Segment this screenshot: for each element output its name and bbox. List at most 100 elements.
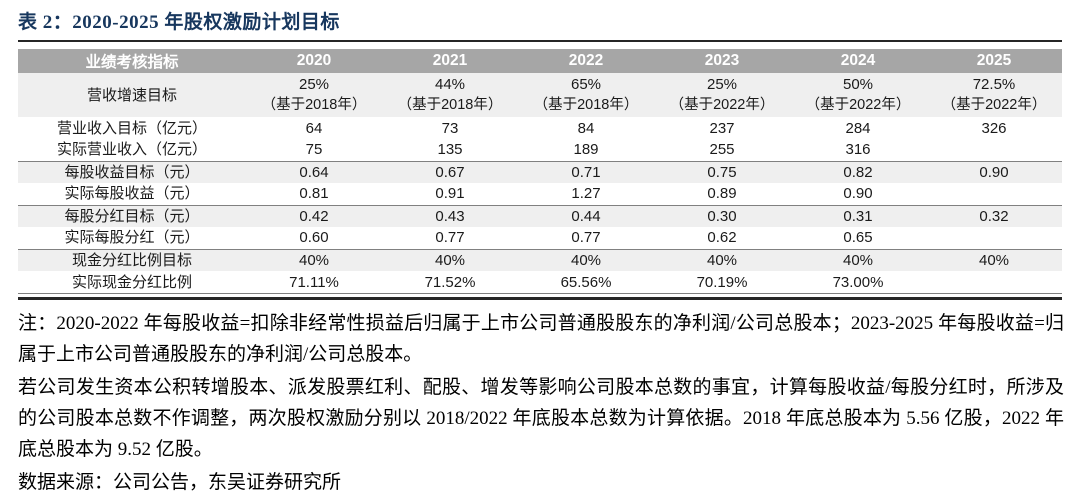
- data-cell: 84: [577, 119, 595, 137]
- data-cell: 0.89: [654, 183, 790, 206]
- row-label: 每股收益目标（元）: [64, 163, 200, 181]
- row-label: 实际每股收益（元）: [18, 183, 246, 206]
- data-cell: 70.19%: [696, 273, 748, 291]
- data-cell: 0.77: [382, 227, 518, 250]
- table-row: 现金分红比例目标 40% 40% 40% 40% 40% 40%: [18, 249, 1062, 271]
- data-cell: 75: [246, 139, 382, 162]
- table-row: 每股收益目标（元） 0.64 0.67 0.71 0.75 0.82 0.90: [18, 161, 1062, 183]
- data-cell: 73: [441, 119, 459, 137]
- data-source-line: 数据来源：公司公告，东吴证券研究所: [18, 472, 342, 493]
- data-cell: 40%: [706, 251, 738, 269]
- data-cell: 40%: [298, 251, 330, 269]
- note-paragraph-2: 若公司发生资本公积转增股本、派发股票红利、配股、增发等影响公司股本总数的事宜，计…: [18, 377, 1064, 460]
- cell-basis-note: （基于2022年）: [805, 97, 911, 113]
- row-label: 营业收入目标（亿元）: [56, 119, 207, 137]
- data-cell: 0.31: [843, 207, 873, 225]
- data-cell: 0.60: [246, 227, 382, 250]
- column-header-indicator: 业绩考核指标: [18, 49, 246, 73]
- row-label: 实际现金分红比例: [71, 273, 192, 291]
- table-notes: 注：2020-2022 年每股收益=扣除非经常性损益后归属于上市公司普通股股东的…: [18, 308, 1064, 495]
- row-label: 现金分红比例目标: [71, 251, 192, 269]
- table-bottom-rule-thin: [18, 293, 1062, 294]
- data-cell: 255: [654, 139, 790, 162]
- data-cell: 0.91: [382, 183, 518, 206]
- data-cell: 0.75: [707, 163, 737, 181]
- data-cell: 284: [845, 119, 871, 137]
- table-row: 每股分红目标（元） 0.42 0.43 0.44 0.30 0.31 0.32: [18, 205, 1062, 227]
- column-header-year-2020: 2020: [246, 49, 382, 73]
- column-header-year-2021: 2021: [382, 49, 518, 73]
- table-header-row: 业绩考核指标 2020 2021 2022 2023 2024 2025: [18, 49, 1062, 73]
- column-header-year-2023: 2023: [654, 49, 790, 73]
- data-cell: 0.30: [707, 207, 737, 225]
- cell-value: 25%: [706, 76, 738, 93]
- table-body: 营收增速目标 25% （基于2018年） 44% （基于2018年） 65% （基于2018…: [18, 73, 1062, 293]
- row-label: 实际每股分红（元）: [18, 227, 246, 250]
- data-cell: 0.82: [843, 163, 873, 181]
- cell-value: 25%: [298, 76, 330, 93]
- table-row: 实际每股收益（元） 0.81 0.91 1.27 0.89 0.90: [18, 183, 1062, 206]
- note-paragraph-1: 注：2020-2022 年每股收益=扣除非经常性损益后归属于上市公司普通股股东的…: [18, 313, 1064, 365]
- row-label: 每股分红目标（元）: [64, 207, 200, 225]
- table-bottom-rule-thick: [18, 297, 1062, 300]
- data-cell: [926, 139, 1062, 162]
- cell-value: 65%: [570, 76, 602, 93]
- column-header-year-2024: 2024: [790, 49, 926, 73]
- data-cell: 237: [709, 119, 735, 137]
- row-label: 营收增速目标: [86, 86, 177, 104]
- data-cell: 25% （基于2022年）: [654, 73, 790, 117]
- data-cell: [926, 227, 1062, 250]
- cell-basis-note: （基于2022年）: [941, 97, 1047, 113]
- data-cell: 0.62: [654, 227, 790, 250]
- cell-basis-note: （基于2018年）: [397, 97, 503, 113]
- data-cell: 40%: [842, 251, 874, 269]
- data-cell: 25% （基于2018年）: [246, 73, 382, 117]
- data-cell: [926, 183, 1062, 206]
- data-cell: 0.44: [571, 207, 601, 225]
- data-cell: 0.42: [299, 207, 329, 225]
- data-cell: 0.71: [571, 163, 601, 181]
- table-row: 营业收入目标（亿元） 64 73 84 237 284 326: [18, 117, 1062, 139]
- caption-rule: [18, 40, 1062, 42]
- data-cell: 326: [981, 119, 1007, 137]
- table-header: 业绩考核指标 2020 2021 2022 2023 2024 2025: [18, 49, 1062, 73]
- data-cell: 73.00%: [832, 273, 884, 291]
- data-cell: 40%: [570, 251, 602, 269]
- data-cell: 135: [382, 139, 518, 162]
- data-cell: 0.90: [979, 163, 1009, 181]
- table-row: 实际每股分红（元） 0.60 0.77 0.77 0.62 0.65: [18, 227, 1062, 250]
- data-cell: 65% （基于2018年）: [518, 73, 654, 117]
- table-row: 营收增速目标 25% （基于2018年） 44% （基于2018年） 65% （基于2018…: [18, 73, 1062, 117]
- cell-value: 44%: [434, 76, 466, 93]
- cell-basis-note: （基于2022年）: [669, 97, 775, 113]
- data-cell: 0.77: [518, 227, 654, 250]
- data-cell: 40%: [434, 251, 466, 269]
- data-cell: 0.67: [435, 163, 465, 181]
- data-cell: 0.65: [790, 227, 926, 250]
- data-cell: 0.43: [435, 207, 465, 225]
- column-header-year-2025: 2025: [926, 49, 1062, 73]
- cell-basis-note: （基于2018年）: [533, 97, 639, 113]
- data-cell: 65.56%: [560, 273, 612, 291]
- data-cell: 0.64: [299, 163, 329, 181]
- table-row: 实际营业收入（亿元） 75 135 189 255 316: [18, 139, 1062, 162]
- row-label: 实际营业收入（亿元）: [18, 139, 246, 162]
- cell-basis-note: （基于2018年）: [261, 97, 367, 113]
- data-cell: 189: [518, 139, 654, 162]
- data-cell: 71.11%: [289, 273, 339, 291]
- data-cell: 50% （基于2022年）: [790, 73, 926, 117]
- data-cell: 71.52%: [424, 273, 476, 291]
- cell-value: 50%: [842, 76, 874, 93]
- table-row: 实际现金分红比例 71.11% 71.52% 65.56% 70.19% 73.00%: [18, 271, 1062, 293]
- data-cell: 40%: [978, 251, 1010, 269]
- data-cell: [926, 271, 1062, 293]
- data-cell: 316: [790, 139, 926, 162]
- data-cell: 0.32: [979, 207, 1009, 225]
- equity-incentive-table: 业绩考核指标 2020 2021 2022 2023 2024 2025 营收增速目标 25%…: [18, 49, 1062, 293]
- data-cell: 72.5% （基于2022年）: [926, 73, 1062, 117]
- data-cell: 0.90: [790, 183, 926, 206]
- data-cell: 0.81: [246, 183, 382, 206]
- data-cell: 64: [305, 119, 323, 137]
- table-caption: 表 2：2020-2025 年股权激励计划目标: [18, 12, 340, 33]
